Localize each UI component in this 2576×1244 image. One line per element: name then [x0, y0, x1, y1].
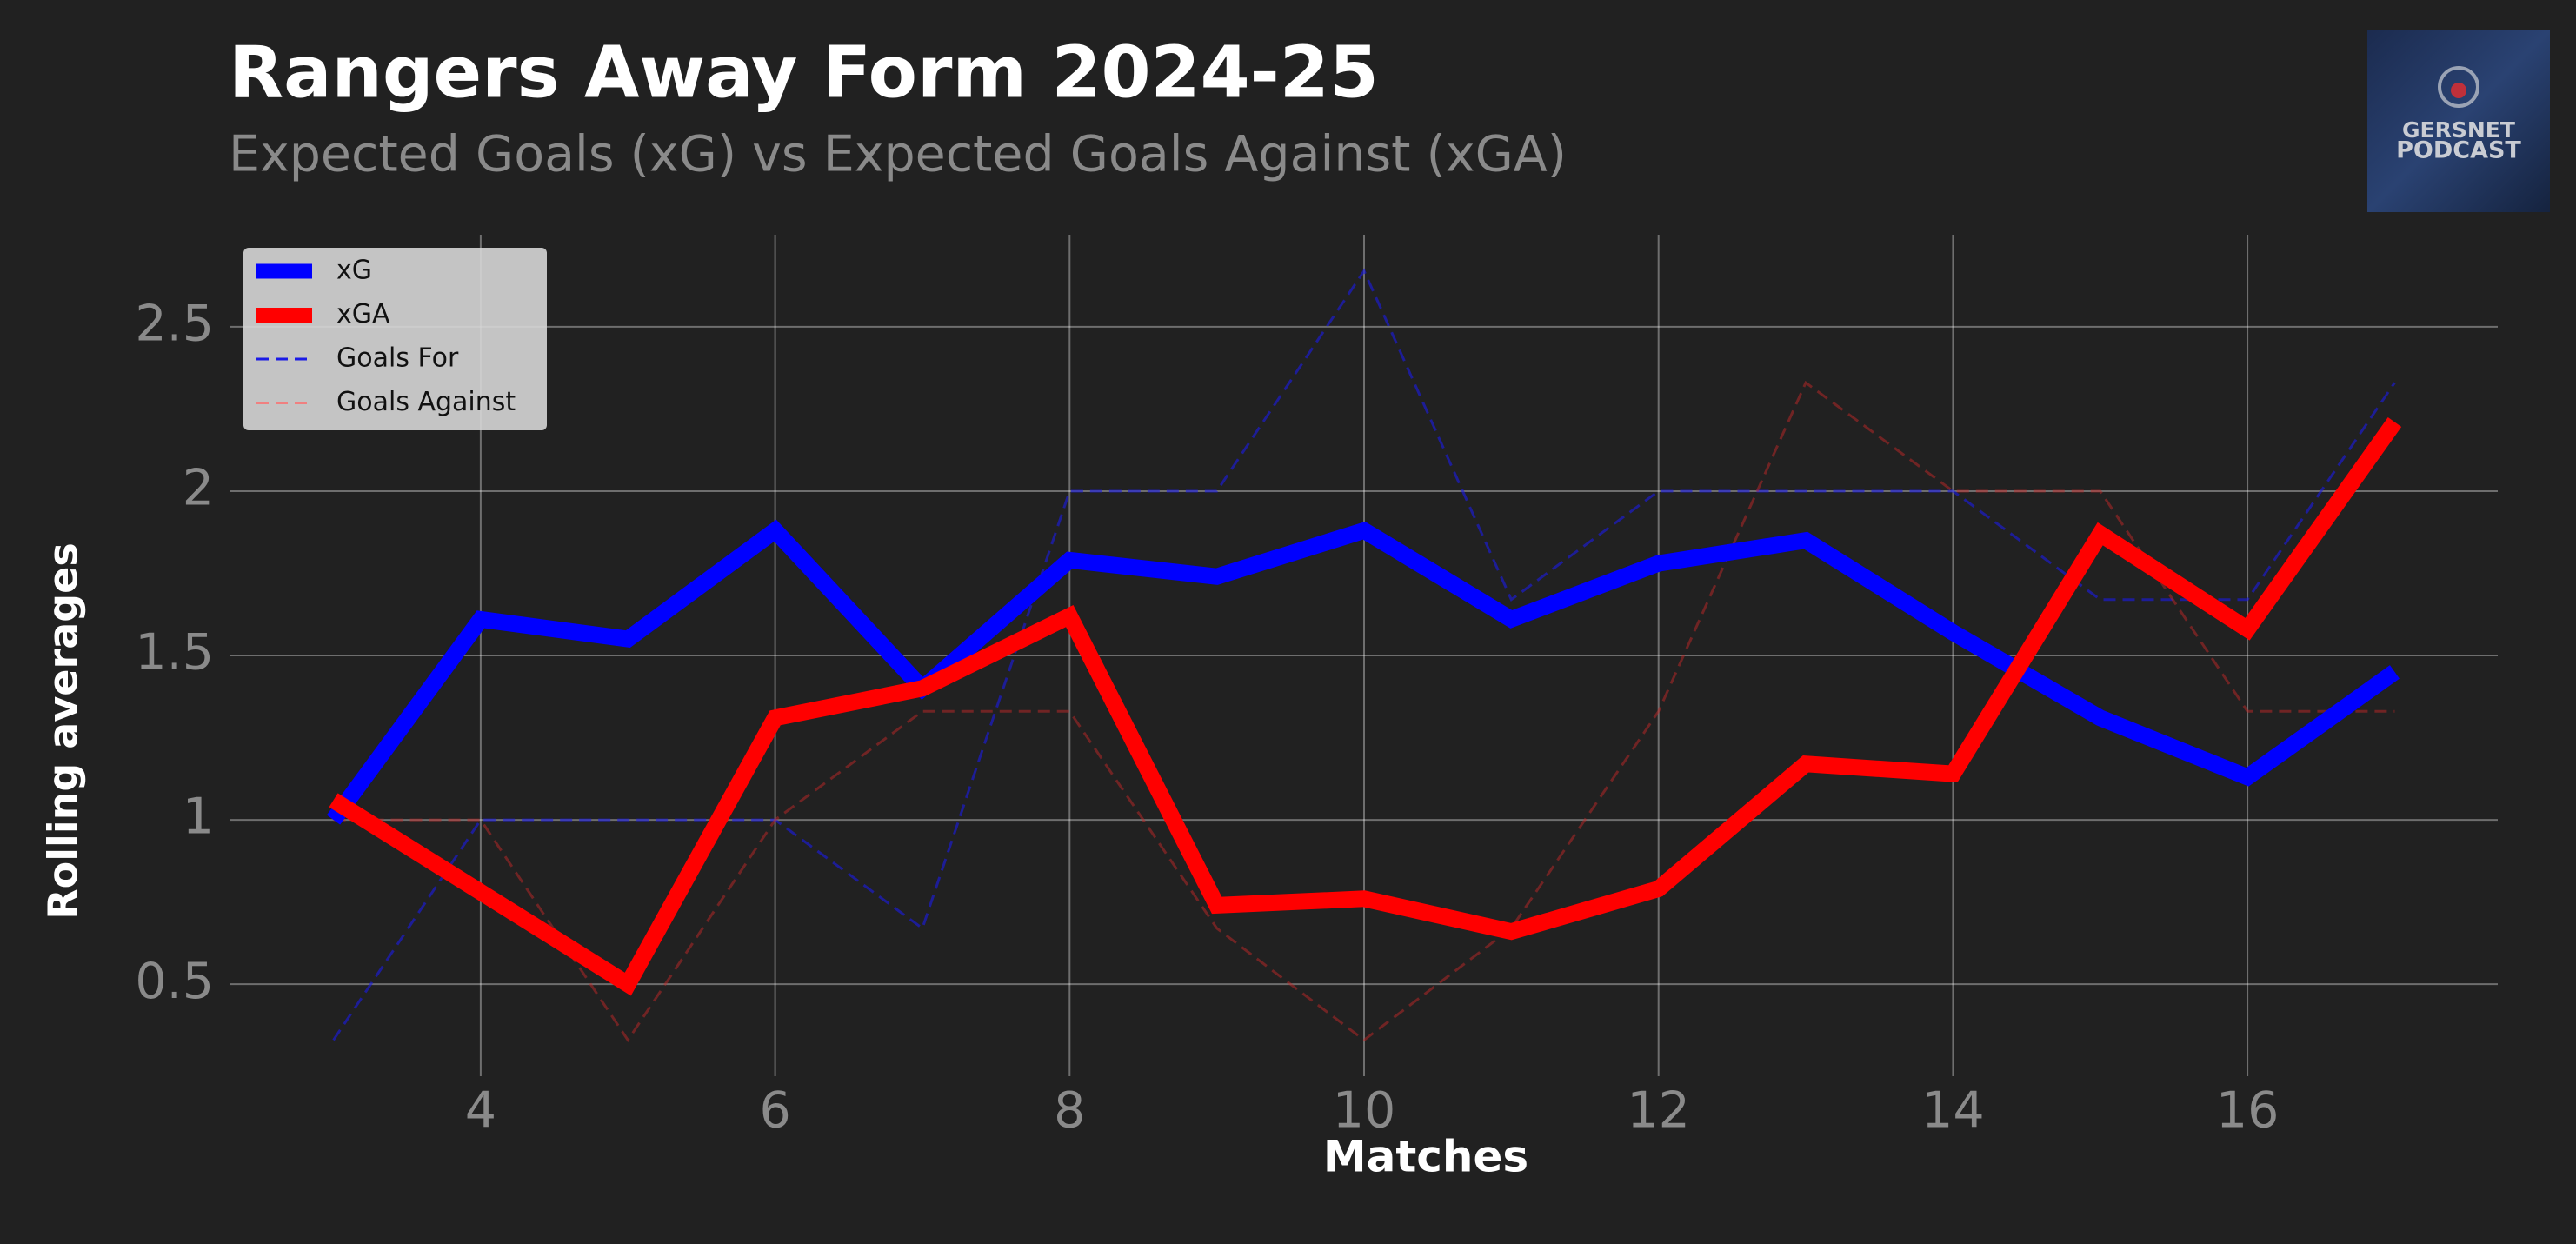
x-tick-label: 12 [1627, 1082, 1690, 1140]
legend-label: Goals For [336, 343, 459, 374]
x-axis-label: Matches [1323, 1132, 1528, 1182]
series-line [333, 380, 2395, 1043]
y-tick-label: 0.5 [135, 953, 214, 1010]
logo-icon-dot [2451, 83, 2466, 98]
x-tick-label: 10 [1333, 1082, 1396, 1140]
y-tick-label: 2 [183, 460, 214, 517]
logo: GERSNET PODCAST [2367, 30, 2550, 212]
plot-area: 0.5 1 1.5 2 2.5 4 6 8 10 12 14 16 xG xGA Goals For Goal… [135, 235, 2498, 1140]
x-tick-label: 14 [1921, 1082, 1985, 1140]
chart-subtitle: Expected Goals (xG) vs Expected Goals Ag… [229, 126, 1567, 183]
x-tick-label: 16 [2216, 1082, 2280, 1140]
series-line [329, 417, 2402, 996]
logo-box [2367, 30, 2550, 212]
legend-label: Goals Against [336, 387, 516, 417]
y-tick-label: 2.5 [135, 296, 214, 353]
series-line [332, 268, 2396, 1041]
x-tick-label: 8 [1054, 1082, 1085, 1140]
chart-title: Rangers Away Form 2024-25 [229, 31, 1379, 114]
logo-icon [2438, 66, 2479, 108]
legend-label: xGA [336, 299, 390, 329]
logo-text: GERSNET [2402, 117, 2515, 143]
y-axis-label: Rolling averages [40, 542, 87, 919]
series-line [326, 519, 2400, 825]
logo-text: PODCAST [2396, 137, 2521, 164]
legend-box [243, 248, 547, 430]
x-tick-label: 6 [759, 1082, 790, 1140]
y-tick-label: 1 [183, 788, 214, 846]
legend-label: xG [336, 256, 372, 286]
legend: xG xGA Goals For Goals Against [243, 248, 547, 430]
y-tick-label: 1.5 [135, 624, 214, 682]
x-tick-label: 4 [465, 1082, 496, 1140]
